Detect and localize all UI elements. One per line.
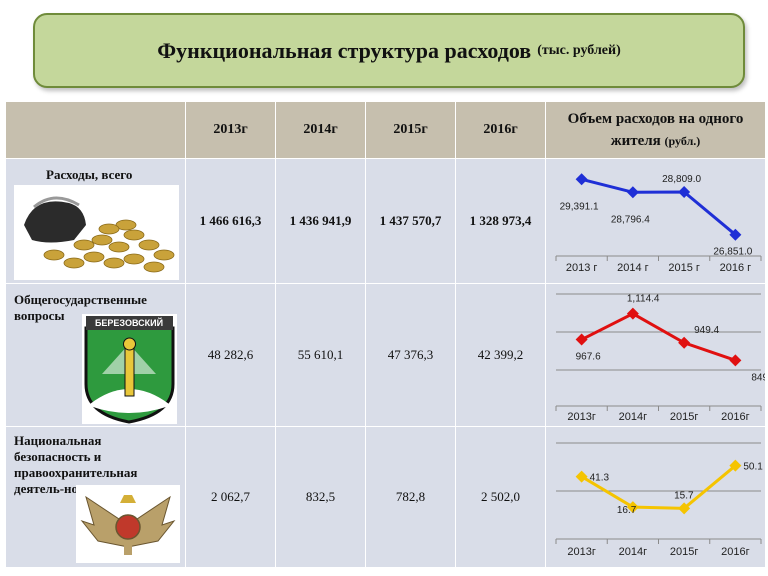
data-label: 1,114.4 xyxy=(627,294,660,305)
row-label-text: Общегосударственные вопросы xyxy=(14,292,147,323)
data-point-marker xyxy=(626,186,639,199)
total-2016: 1 328 973,4 xyxy=(456,159,546,284)
x-tick-label: 2013г xyxy=(567,411,595,423)
data-label: 29,391.1 xyxy=(560,201,599,212)
data-label: 16.7 xyxy=(617,505,637,516)
total-2013: 1 466 616,3 xyxy=(186,159,276,284)
series-line xyxy=(580,311,736,362)
chart-cell-total: 29,391.1 28,796.4 28,809.0 26,851.0 2013 г 20… xyxy=(546,159,766,284)
x-tick-label: 2013г xyxy=(567,546,595,558)
data-point-marker xyxy=(575,333,588,346)
data-label: 26,851.0 xyxy=(713,247,752,258)
header-corner xyxy=(6,102,186,159)
eagle-emblem-image xyxy=(76,485,180,563)
x-tick-label: 2015г xyxy=(670,411,698,423)
per-capita-chart-security: 41.3 16.7 15.7 50.1 2013г 2014г 2015г 2016г xyxy=(555,442,763,558)
general-2014: 55 610,1 xyxy=(276,284,366,427)
data-label: 949.4 xyxy=(694,325,719,336)
data-point-marker xyxy=(575,470,588,483)
page-title: Функциональная структура расходов xyxy=(157,37,532,63)
data-label: 41.3 xyxy=(590,473,610,484)
emblem-text: БЕРЕЗОВСКИЙ xyxy=(95,317,163,328)
data-point-marker xyxy=(626,307,639,320)
per-capita-title: Объем расходов на одного жителя xyxy=(567,111,744,149)
title-banner: Функциональная структура расходов (тыс. … xyxy=(33,13,745,88)
x-tick-label: 2016 г xyxy=(720,262,752,274)
general-2016: 42 399,2 xyxy=(456,284,546,427)
x-tick-label: 2015 г xyxy=(668,262,700,274)
general-2015: 47 376,3 xyxy=(366,284,456,427)
data-label: 50.1 xyxy=(743,462,763,473)
data-point-marker xyxy=(678,502,691,515)
data-label: 28,809.0 xyxy=(662,174,701,185)
berezovsky-emblem-image: БЕРЕЗОВСКИЙ xyxy=(82,314,177,424)
data-point-marker xyxy=(678,336,691,349)
security-2014: 832,5 xyxy=(276,427,366,568)
series-line xyxy=(581,177,737,236)
header-2013: 2013г xyxy=(186,102,276,159)
data-point-marker xyxy=(729,459,742,472)
header-2015: 2015г xyxy=(366,102,456,159)
data-point-marker xyxy=(729,228,742,241)
expense-table: 2013г 2014г 2015г 2016г Объем расходов н… xyxy=(6,102,768,568)
header-2016: 2016г xyxy=(456,102,546,159)
total-2015: 1 437 570,7 xyxy=(366,159,456,284)
per-capita-chart-general: 967.6 1,114.4 949.4 849.7 2013г 2014г 2015г 201… xyxy=(555,293,768,423)
row-label-security: Национальная безопасность и правоохранит… xyxy=(6,427,186,568)
data-point-marker xyxy=(626,501,639,514)
security-2013: 2 062,7 xyxy=(186,427,276,568)
per-capita-unit: (рубл.) xyxy=(664,134,701,148)
data-point-marker xyxy=(575,173,588,186)
x-tick-label: 2013 г xyxy=(566,262,598,274)
data-label: 15.7 xyxy=(674,490,694,501)
x-tick-label: 2014г xyxy=(619,546,647,558)
title-unit: (тыс. рублей) xyxy=(537,42,621,58)
header-per-capita: Объем расходов на одного жителя (рубл.) xyxy=(546,102,766,159)
data-label: 28,796.4 xyxy=(611,214,650,225)
data-label: 849.7 xyxy=(751,372,765,383)
general-2013: 48 282,6 xyxy=(186,284,276,427)
row-label-general: Общегосударственные вопросы БЕРЕЗОВСКИЙ xyxy=(6,284,186,427)
coin-purse-image xyxy=(14,185,179,280)
security-2015: 782,8 xyxy=(366,427,456,568)
header-2014: 2014г xyxy=(276,102,366,159)
total-2014: 1 436 941,9 xyxy=(276,159,366,284)
per-capita-chart-total: 29,391.1 28,796.4 28,809.0 26,851.0 2013 г 20… xyxy=(555,173,762,274)
chart-cell-security: 41.3 16.7 15.7 50.1 2013г 2014г 2015г 2016г xyxy=(546,427,766,568)
x-tick-label: 2014г xyxy=(619,411,647,423)
x-tick-label: 2014 г xyxy=(617,262,649,274)
x-tick-label: 2015г xyxy=(670,546,698,558)
x-tick-label: 2016г xyxy=(721,546,749,558)
data-point-marker xyxy=(729,354,742,367)
security-2016: 2 502,0 xyxy=(456,427,546,568)
series-line xyxy=(580,464,737,510)
row-label-text: Расходы, всего xyxy=(46,167,133,182)
x-tick-label: 2016г xyxy=(721,411,749,423)
data-label: 967.6 xyxy=(576,352,601,363)
row-label-total: Расходы, всего xyxy=(6,159,186,284)
data-point-marker xyxy=(678,185,691,198)
chart-cell-general: 967.6 1,114.4 949.4 849.7 2013г 2014г 2015г 201… xyxy=(546,284,768,427)
